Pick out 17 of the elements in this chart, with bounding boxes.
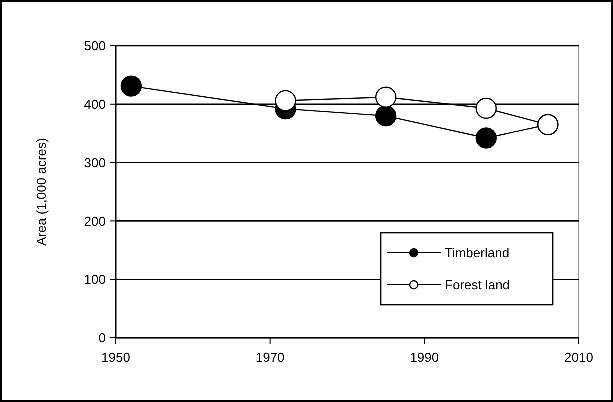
- y-axis-title: Area (1,000 acres): [34, 138, 49, 246]
- y-tick-label: 200: [84, 214, 106, 229]
- legend-label: Forest land: [445, 278, 510, 293]
- y-tick-label: 500: [84, 38, 106, 54]
- x-tick-label: 1990: [410, 350, 440, 365]
- y-tick-label: 300: [84, 155, 106, 170]
- point: [375, 105, 397, 127]
- x-tick-label: 1970: [256, 350, 285, 365]
- x-tick-label: 1950: [102, 350, 130, 365]
- point: [476, 128, 497, 149]
- point: [275, 90, 296, 112]
- legend-label: Timberland: [445, 246, 510, 261]
- y-tick-label: 400: [84, 96, 106, 112]
- x-tick-label: 2010: [564, 350, 594, 365]
- y-tick-label: 0: [98, 330, 106, 346]
- y-tick-label: 100: [84, 272, 106, 288]
- point: [120, 76, 142, 97]
